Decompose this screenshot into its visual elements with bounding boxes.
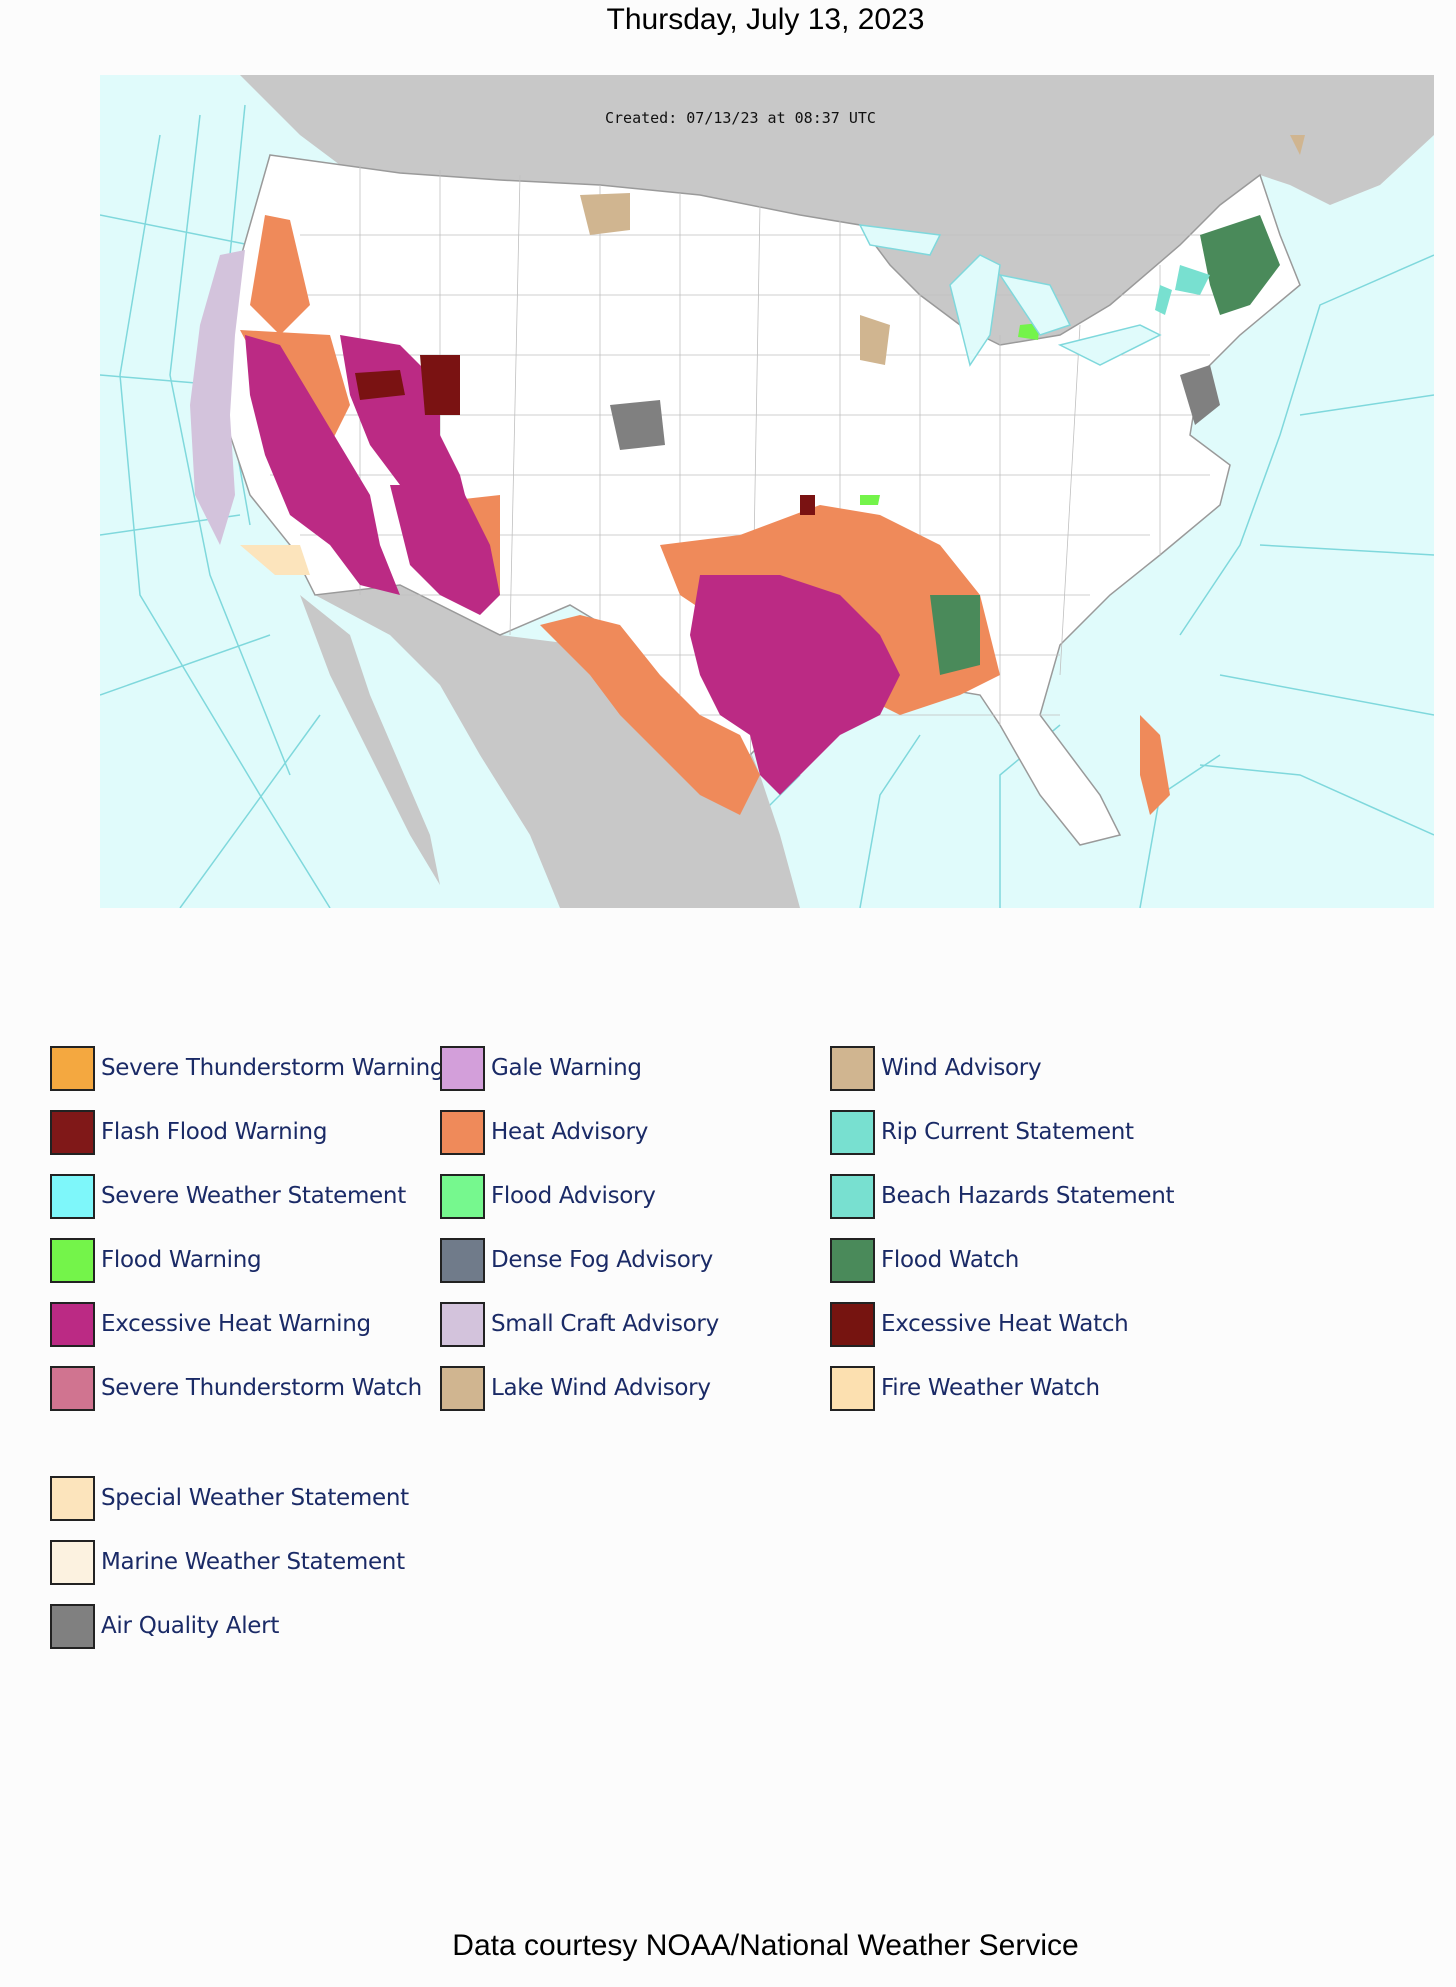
legend-swatch [830, 1365, 875, 1411]
beach-hazard-areas [1155, 265, 1210, 315]
legend-item-gale-warning: Gale Warning [440, 1043, 642, 1093]
legend-swatch [830, 1109, 875, 1155]
legend-item-heat-advisory: Heat Advisory [440, 1107, 648, 1157]
alerts-map: Created: 07/13/23 at 08:37 UTC [100, 75, 1434, 908]
legend-label: Severe Thunderstorm Warning [101, 1055, 445, 1081]
great-lakes [858, 224, 1162, 367]
legend-item-marine-weather-statement: Marine Weather Statement [50, 1537, 405, 1587]
legend-item-lake-wind-advisory: Lake Wind Advisory [440, 1363, 711, 1413]
legend-swatch [440, 1237, 485, 1283]
legend-item-air-quality-alert: Air Quality Alert [50, 1601, 279, 1651]
legend-swatch [50, 1475, 95, 1521]
legend-swatch [50, 1301, 95, 1347]
legend-label: Lake Wind Advisory [491, 1375, 711, 1401]
legend-swatch [830, 1301, 875, 1347]
legend-item-special-weather-statement: Special Weather Statement [50, 1473, 409, 1523]
legend-label: Dense Fog Advisory [491, 1247, 713, 1273]
legend-label: Severe Weather Statement [101, 1183, 406, 1209]
legend-swatch [440, 1045, 485, 1091]
legend-label: Flood Warning [101, 1247, 262, 1273]
flood-watch-areas [930, 215, 1280, 675]
legend-item-fire-weather-watch: Fire Weather Watch [830, 1363, 1100, 1413]
small-craft-advisory-area [190, 250, 245, 545]
legend-label: Special Weather Statement [101, 1485, 409, 1511]
baja-land [300, 595, 440, 885]
legend-swatch [830, 1045, 875, 1091]
legend-label: Rip Current Statement [881, 1119, 1134, 1145]
legend-label: Gale Warning [491, 1055, 642, 1081]
us-alerts-map-graphic [100, 75, 1434, 908]
legend-item-small-craft-advisory: Small Craft Advisory [440, 1299, 719, 1349]
conus-land [219, 154, 1301, 846]
legend-swatch [50, 1109, 95, 1155]
legend-swatch [830, 1173, 875, 1219]
legend-label: Beach Hazards Statement [881, 1183, 1175, 1209]
legend-item-rip-current-statement: Rip Current Statement [830, 1107, 1134, 1157]
legend-item-severe-thunderstorm-watch: Severe Thunderstorm Watch [50, 1363, 422, 1413]
legend-label: Excessive Heat Watch [881, 1311, 1129, 1337]
legend-label: Heat Advisory [491, 1119, 649, 1145]
legend-item-wind-advisory: Wind Advisory [830, 1043, 1042, 1093]
data-credit: Data courtesy NOAA/National Weather Serv… [452, 1929, 1079, 1962]
legend-swatch [50, 1365, 95, 1411]
legend-item-severe-weather-statement: Severe Weather Statement [50, 1171, 406, 1221]
legend-label: Wind Advisory [881, 1055, 1042, 1081]
special-weather-statement-area [240, 545, 310, 575]
map-created-stamp: Created: 07/13/23 at 08:37 UTC [605, 109, 876, 127]
legend-swatch [50, 1603, 95, 1649]
legend-label: Severe Thunderstorm Watch [101, 1375, 422, 1401]
legend-swatch [50, 1045, 95, 1091]
legend-item-flood-advisory: Flood Advisory [440, 1171, 656, 1221]
legend-label: Flash Flood Warning [101, 1119, 328, 1145]
legend-item-dense-fog-advisory: Dense Fog Advisory [440, 1235, 713, 1285]
legend-swatch [50, 1173, 95, 1219]
legend-item-severe-thunderstorm-warning: Severe Thunderstorm Warning [50, 1043, 445, 1093]
page-title: Thursday, July 13, 2023 [606, 3, 925, 36]
legend-item-beach-hazards-statement: Beach Hazards Statement [830, 1171, 1175, 1221]
legend-item-flash-flood-warning: Flash Flood Warning [50, 1107, 327, 1157]
legend-swatch [440, 1365, 485, 1411]
legend-swatch [830, 1237, 875, 1283]
legend-item-excessive-heat-warning: Excessive Heat Warning [50, 1299, 371, 1349]
legend-label: Marine Weather Statement [101, 1549, 405, 1575]
flash-flood-warning-areas [355, 355, 815, 515]
legend-label: Flood Watch [881, 1247, 1019, 1273]
legend-swatch [440, 1109, 485, 1155]
legend-label: Air Quality Alert [101, 1613, 280, 1639]
canada-land [240, 75, 1434, 345]
legend-item-flood-warning: Flood Warning [50, 1235, 262, 1285]
legend-item-excessive-heat-watch: Excessive Heat Watch [830, 1299, 1129, 1349]
legend-swatch [50, 1539, 95, 1585]
legend-swatch [440, 1301, 485, 1347]
legend-label: Excessive Heat Warning [101, 1311, 371, 1337]
air-quality-alert-areas [610, 365, 1220, 450]
legend-item-flood-watch: Flood Watch [830, 1235, 1019, 1285]
legend-swatch [440, 1173, 485, 1219]
wind-advisory-areas [580, 135, 1305, 365]
legend-label: Flood Advisory [491, 1183, 656, 1209]
legend-label: Fire Weather Watch [881, 1375, 1100, 1401]
legend-label: Small Craft Advisory [491, 1311, 719, 1337]
legend-swatch [50, 1237, 95, 1283]
